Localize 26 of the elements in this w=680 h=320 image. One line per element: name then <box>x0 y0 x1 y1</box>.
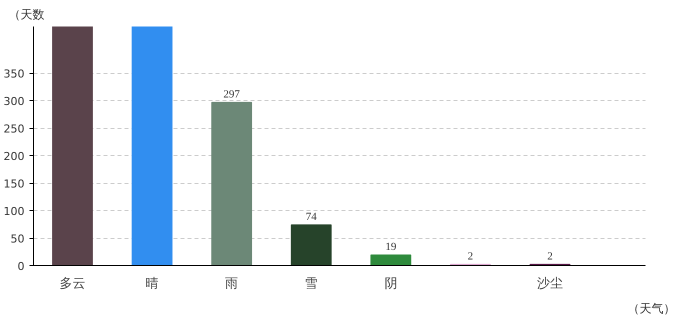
data-label: 19 <box>385 241 397 254</box>
y-tick-label: 100 <box>4 205 25 218</box>
x-axis-title: （天气） <box>628 302 676 316</box>
y-tick-label: 300 <box>4 95 25 108</box>
x-tick-label: 阴 <box>384 276 398 292</box>
x-tick-label: 雪 <box>304 276 318 292</box>
y-tick-label: 350 <box>4 68 25 81</box>
data-label: 74 <box>306 210 318 223</box>
bar <box>290 224 332 266</box>
x-tick-label: 雨 <box>225 276 238 292</box>
x-tick-label: 沙尘 <box>537 276 563 292</box>
y-axis-title: （天数 <box>8 8 44 22</box>
y-tick-label: 200 <box>4 150 25 164</box>
y-tick-label: 150 <box>4 178 25 191</box>
x-tick-label: 多云 <box>59 276 86 292</box>
y-tick-label: 250 <box>4 122 25 136</box>
x-tick-label: 晴 <box>146 276 159 292</box>
data-label: 2 <box>468 250 474 262</box>
bar <box>370 254 412 266</box>
bar <box>211 102 252 266</box>
y-tick-label: 50 <box>10 232 25 246</box>
y-tick-label: 0 <box>18 260 24 273</box>
data-label: 297 <box>223 88 240 100</box>
bar <box>52 26 93 266</box>
data-label: 2 <box>547 250 553 262</box>
bar <box>132 26 172 266</box>
